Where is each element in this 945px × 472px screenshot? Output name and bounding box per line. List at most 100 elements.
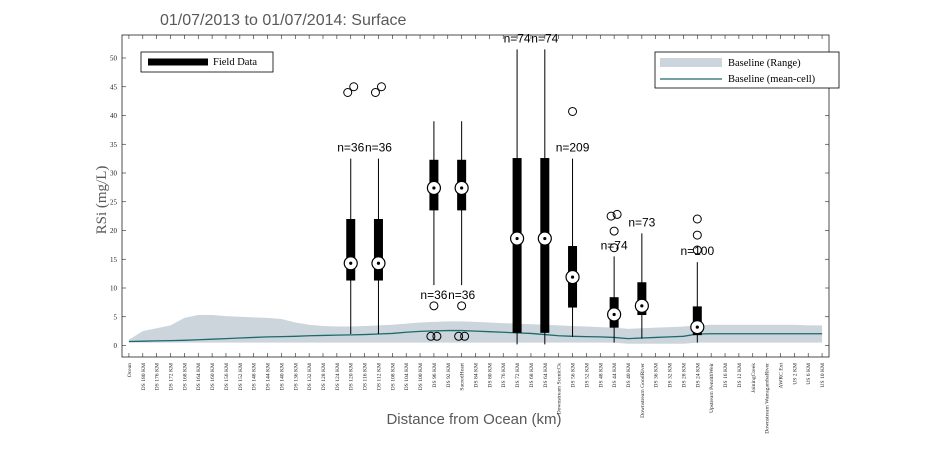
x-tick-label: DS 36 KM [654, 363, 660, 388]
y-tick-label: 20 [110, 227, 118, 235]
x-tick-label: Ocean [127, 363, 133, 377]
box-outlier [692, 230, 702, 240]
x-tick-label: DS 152 KM [238, 363, 244, 390]
box-outlier [343, 88, 353, 97]
x-tick-label: DS 68 KM [529, 363, 535, 388]
box-median-dot [376, 261, 381, 265]
x-tick-label: DS 24 KM [695, 363, 701, 388]
box-outlier [568, 106, 578, 116]
legend-left: Field Data [140, 51, 274, 73]
box-n-label: n=36 [365, 141, 392, 155]
x-tick-label: DS 28 KM [681, 363, 687, 388]
x-tick-label: DS 132 KM [307, 363, 313, 390]
x-tick-label: DS 48 KM [598, 363, 604, 388]
box-n-label: n=36 [420, 288, 447, 302]
box-outlier [432, 331, 442, 341]
box-iqr [373, 219, 383, 281]
y-tick-label: 15 [110, 256, 118, 264]
x-tick-label: Downstream GoodRiver [640, 363, 646, 418]
legend-range-label: Baseline (Range) [728, 58, 801, 69]
box-outlier [426, 331, 436, 341]
baseline-range-area [128, 315, 823, 344]
baseline-mean-line [128, 329, 823, 343]
x-tick-label: DS 172 KM [169, 363, 175, 390]
x-tick-label: DS 176 KM [155, 363, 161, 390]
y-tick-label: 40 [110, 112, 118, 120]
x-tick-label: DS 156 KM [224, 363, 230, 390]
y-tick-label: 35 [110, 141, 118, 149]
x-tick-label: DS 52 KM [584, 363, 590, 388]
x-tick-label: DS 16 KM [723, 363, 729, 388]
box-n-label: n=36 [448, 288, 475, 302]
y-axis-label: RSi (mg/L) [94, 166, 110, 235]
x-tick-label: Downstream ScenicCk [557, 363, 563, 415]
box-median-dot [432, 186, 436, 190]
x-tick-label: DS 136 KM [293, 363, 299, 390]
box-median-dot [570, 275, 575, 279]
y-tick-label: 50 [110, 55, 118, 63]
x-tick-label: DS 56 KM [571, 363, 577, 388]
box-outlier [457, 301, 467, 311]
box-median-dot [695, 325, 699, 329]
chart-title: 01/07/2013 to 01/07/2014: Surface [160, 12, 407, 29]
box-outlier [376, 82, 386, 92]
box-outlier [609, 226, 619, 236]
box-n-label: n=74 [601, 238, 628, 252]
x-tick-label: DS 160 KM [210, 363, 216, 390]
box-outlier [612, 209, 622, 219]
x-tick-label: DS 104 KM [404, 363, 410, 390]
x-tick-label: DS 120 KM [349, 363, 355, 390]
x-tick-label: DS 80 KM [487, 363, 493, 388]
x-tick-label: DS 32 KM [668, 363, 674, 388]
box-n-label: n=36 [337, 141, 364, 155]
x-tick-label: DS 96 KM [432, 363, 438, 388]
box-median-dot [515, 236, 519, 241]
box-n-label: n=74 [504, 31, 531, 45]
y-tick-label: 10 [110, 285, 118, 293]
y-tick-label: 30 [110, 170, 118, 178]
x-tick-label: DS 76 KM [501, 363, 507, 388]
x-tick-label: DS 44 KM [612, 363, 618, 388]
x-tick-label: DS 100 KM [418, 363, 424, 390]
legend-range-swatch [660, 58, 722, 67]
box-n-label: n=73 [628, 215, 655, 229]
x-tick-label: DS 84 KM [474, 363, 480, 388]
x-tick-label: DS 128 KM [321, 363, 327, 390]
x-tick-label: DS 92 KM [446, 363, 452, 388]
x-tick-label: SacredHeart [460, 363, 466, 391]
box-median-dot [460, 186, 464, 190]
x-tick-label: US 6 KM [806, 363, 812, 385]
x-tick-label: DS 148 KM [252, 363, 258, 390]
legend-field-swatch [148, 58, 208, 66]
box-outlier [349, 82, 359, 92]
x-tick-label: US 10 KM [820, 363, 826, 388]
x-tick-label: DS 124 KM [335, 363, 341, 390]
x-tick-label: JoiningCreek [751, 363, 757, 393]
x-tick-label: Downstream WarragambaRiver [765, 363, 771, 434]
x-tick-label: DS 12 KM [737, 363, 743, 388]
x-tick-label: DS 164 KM [196, 363, 202, 390]
x-tick-label: AWRC Ext [778, 363, 784, 389]
x-tick-label: DS 168 KM [182, 363, 188, 390]
x-tick-label: DS 116 KM [363, 363, 369, 390]
x-tick-label: US 2 KM [792, 363, 798, 385]
x-tick-label: DS 180 KM [141, 363, 147, 390]
box-outlier [692, 214, 702, 224]
box-outlier [609, 243, 619, 253]
box-outlier [454, 331, 464, 341]
box-median-dot [612, 312, 616, 317]
y-tick-label: 25 [110, 198, 118, 206]
box-outlier [429, 301, 439, 311]
box-outlier [606, 211, 616, 221]
box-median-dot [640, 304, 644, 308]
box-n-label: n=74 [531, 31, 558, 45]
box-outlier [460, 331, 470, 341]
box-n-label: n=100 [680, 244, 714, 258]
x-tick-label: DS 140 KM [279, 363, 285, 390]
y-tick-label: 45 [110, 83, 118, 91]
x-tick-label: DS 72 KM [515, 363, 521, 388]
x-tick-label: DS 144 KM [266, 363, 272, 390]
box-median-dot [543, 236, 547, 241]
plot-area: 0 5 10 15 20 25 30 35 40 45 50 Ocean DS 180 KM DS 176… [110, 31, 830, 434]
